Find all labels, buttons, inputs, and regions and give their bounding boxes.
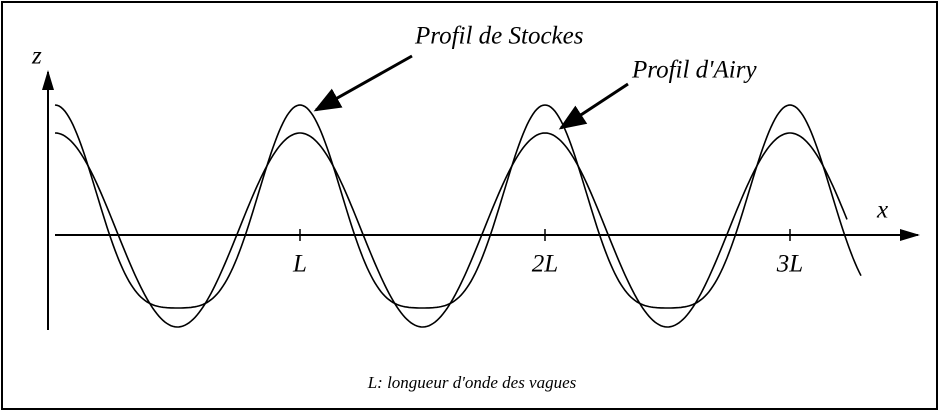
caption: L: longueur d'onde des vagues bbox=[367, 373, 577, 392]
x-label: x bbox=[876, 197, 888, 224]
airy-profile bbox=[54, 132, 848, 328]
airy-annotation: Profil d'Airy bbox=[631, 57, 757, 84]
stokes-arrow bbox=[313, 54, 413, 112]
z-label: z bbox=[31, 43, 42, 70]
tick-label: 3L bbox=[776, 251, 803, 278]
stokes-annotation: Profil de Stockes bbox=[414, 23, 583, 50]
airy-arrow bbox=[558, 82, 629, 130]
stokes-profile bbox=[54, 104, 862, 309]
tick-label: 2L bbox=[532, 251, 558, 278]
tick-label: L bbox=[292, 251, 307, 278]
